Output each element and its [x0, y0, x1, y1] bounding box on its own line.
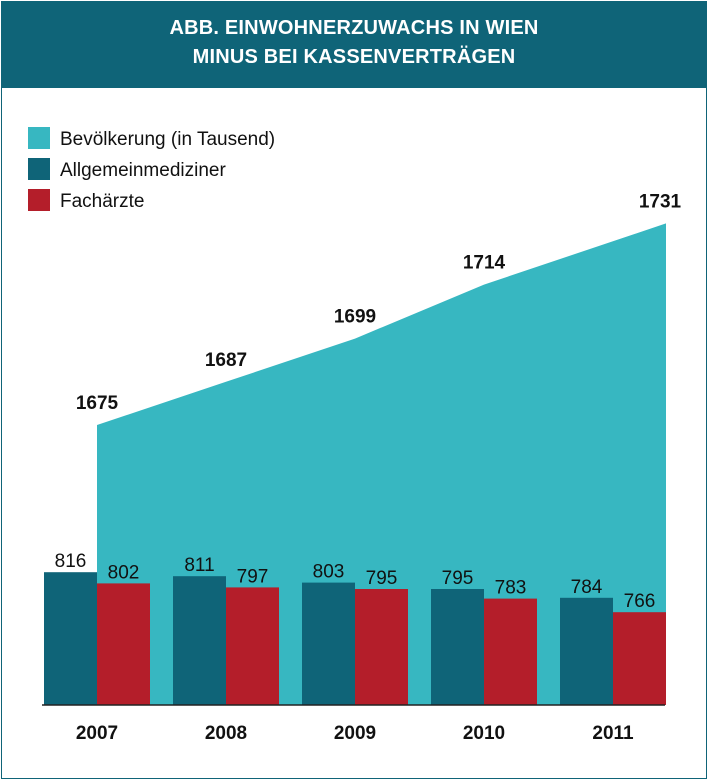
population-label: 1675	[76, 393, 119, 414]
value-label-allgemeinmediziner: 784	[571, 577, 603, 598]
area-layer	[97, 223, 666, 705]
bar-fachaerzte	[97, 583, 150, 705]
population-label: 1714	[463, 253, 506, 274]
legend: Bevölkerung (in Tausend) Allgemeinmedizin…	[28, 127, 275, 212]
bar-allgemeinmediziner	[560, 597, 613, 705]
x-tick-label: 2011	[592, 723, 634, 744]
x-axis-ticks: 2007 2008 2009 2010 2011	[76, 723, 634, 744]
legend-swatch	[28, 127, 50, 149]
header-title-line-1: ABB. EINWOHNERZUWACHS IN WIEN	[169, 17, 539, 39]
population-label: 1699	[334, 307, 376, 328]
value-label-allgemeinmediziner: 811	[184, 555, 214, 576]
chart-header: ABB. EINWOHNERZUWACHS IN WIEN MINUS BEI …	[2, 2, 706, 88]
bar-allgemeinmediziner	[173, 576, 226, 705]
legend-label: Allgemeinmediziner	[60, 160, 226, 181]
value-label-fachaerzte: 795	[366, 568, 398, 589]
x-tick-label: 2010	[463, 723, 505, 744]
population-area	[97, 223, 666, 705]
bar-fachaerzte	[484, 598, 537, 705]
bar-allgemeinmediziner	[431, 589, 484, 705]
value-label-fachaerzte: 766	[624, 591, 656, 612]
legend-swatch	[28, 189, 50, 211]
x-tick-label: 2007	[76, 723, 118, 744]
population-label: 1731	[639, 191, 682, 212]
bar-fachaerzte	[355, 589, 408, 705]
bar-layer	[44, 572, 666, 705]
label-layer: 1675 1687 1699 1714 1731 816 802 811 797 803 795 79…	[55, 191, 682, 612]
legend-label: Bevölkerung (in Tausend)	[60, 129, 275, 150]
bar-allgemeinmediziner	[302, 582, 355, 705]
value-label-fachaerzte: 797	[237, 566, 269, 587]
value-label-allgemeinmediziner: 816	[55, 551, 87, 572]
bar-fachaerzte	[226, 587, 279, 705]
x-tick-label: 2009	[334, 723, 376, 744]
value-label-fachaerzte: 802	[108, 562, 140, 583]
header-title-line-2: MINUS BEI KASSENVERTRÄGEN	[192, 46, 516, 68]
population-label: 1687	[205, 350, 247, 371]
bar-allgemeinmediziner	[44, 572, 97, 705]
x-tick-label: 2008	[205, 723, 247, 744]
legend-swatch	[28, 158, 50, 180]
value-label-allgemeinmediziner: 795	[442, 568, 474, 589]
bar-fachaerzte	[613, 612, 666, 705]
value-label-fachaerzte: 783	[495, 578, 527, 599]
legend-label: Fachärzte	[60, 191, 144, 212]
value-label-allgemeinmediziner: 803	[313, 562, 345, 583]
